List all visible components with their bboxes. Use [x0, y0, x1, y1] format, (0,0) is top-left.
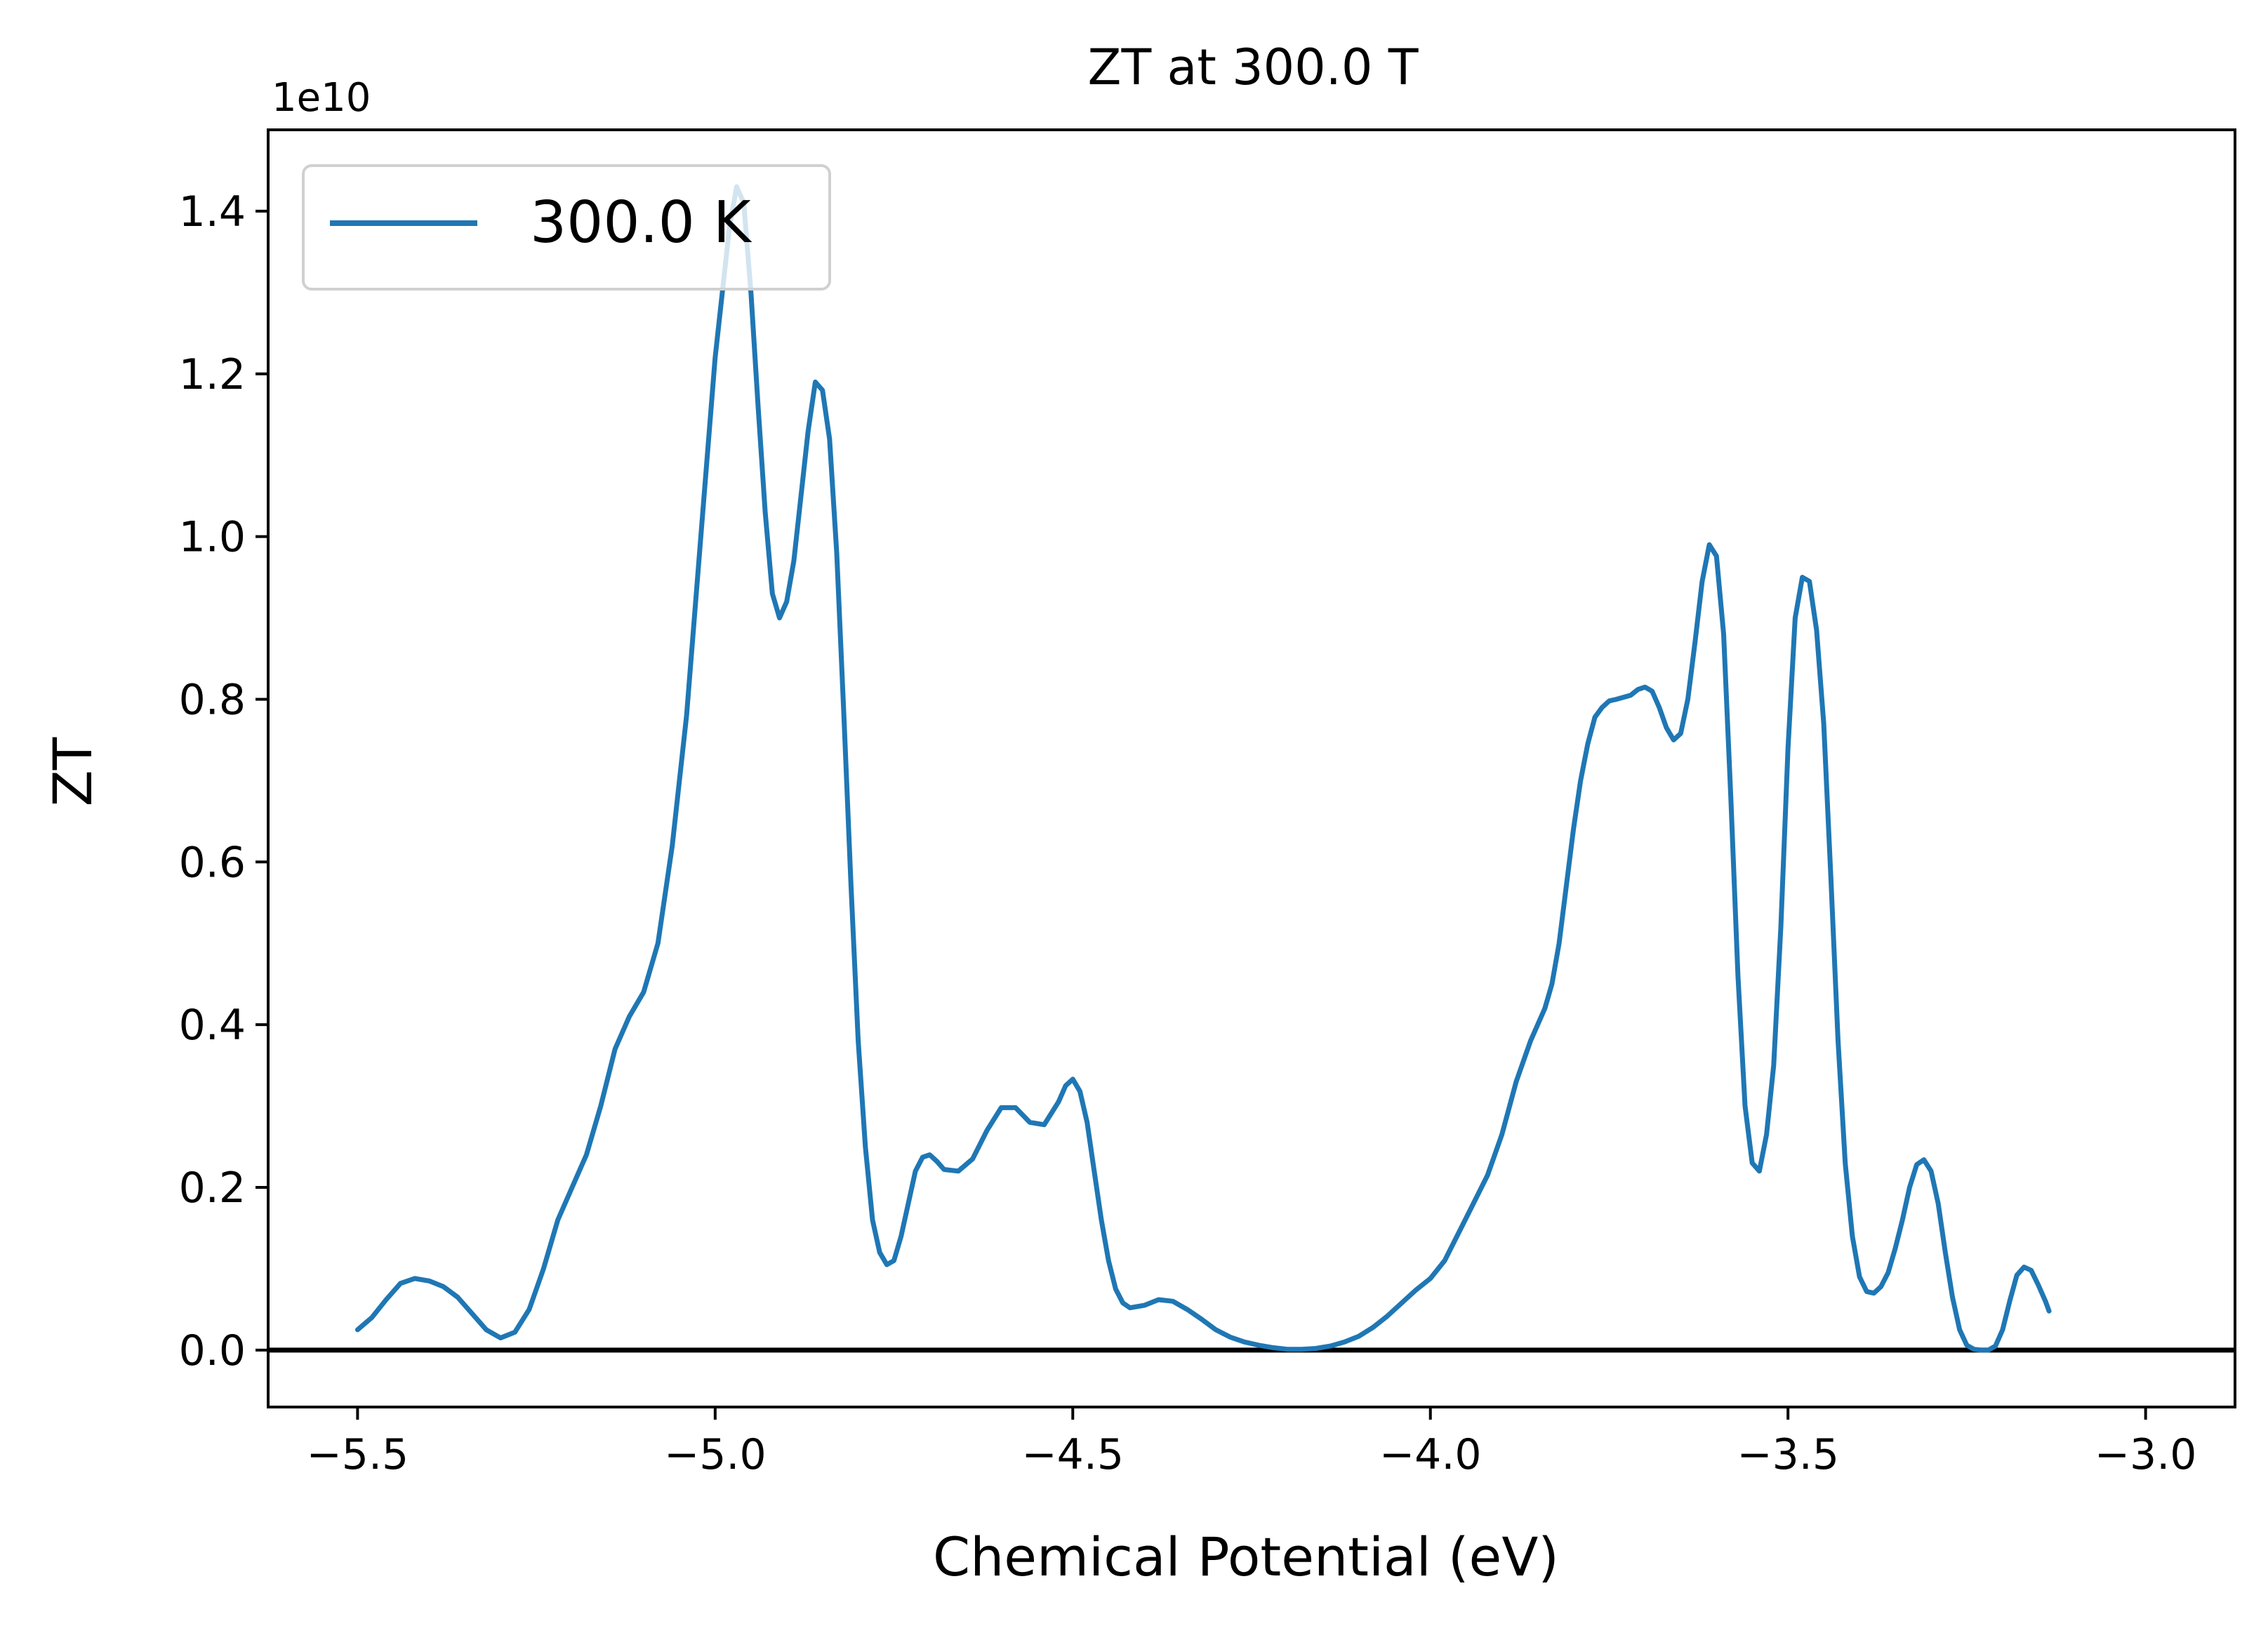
x-tick-label: −4.5 — [1021, 1430, 1124, 1479]
y-tick-label: 0.2 — [179, 1164, 246, 1213]
y-tick-label: 1.0 — [179, 513, 246, 562]
y-tick-label: 0.0 — [179, 1326, 246, 1375]
legend: 300.0 K — [302, 164, 831, 291]
legend-box — [302, 164, 831, 291]
y-tick-label: 0.6 — [179, 838, 246, 887]
x-tick-label: −4.0 — [1379, 1430, 1482, 1479]
x-tick-label: −3.0 — [2095, 1430, 2197, 1479]
y-tick-label: 0.4 — [179, 1001, 246, 1050]
y-tick-label: 0.8 — [179, 675, 246, 724]
y-axis-label: ZT — [41, 737, 104, 806]
x-axis-ticks: −5.5 −5.0 −4.5 −4.0 −3.5 −3.0 — [307, 1407, 2197, 1479]
x-tick-label: −5.5 — [307, 1430, 409, 1479]
y-tick-label: 1.2 — [179, 350, 246, 399]
x-tick-label: −5.0 — [664, 1430, 767, 1479]
y-scale-label: 1e10 — [272, 75, 371, 121]
x-axis-label: Chemical Potential (eV) — [933, 1526, 1559, 1588]
legend-label: 300.0 K — [530, 189, 752, 256]
y-axis-ticks: 0.0 0.2 0.4 0.6 0.8 1.0 1.2 1.4 — [179, 187, 268, 1375]
plot-frame — [267, 128, 2236, 1408]
y-tick-label: 1.4 — [179, 187, 246, 236]
chart-title: ZT at 300.0 T — [1088, 39, 1419, 96]
x-tick-label: −3.5 — [1737, 1430, 1839, 1479]
